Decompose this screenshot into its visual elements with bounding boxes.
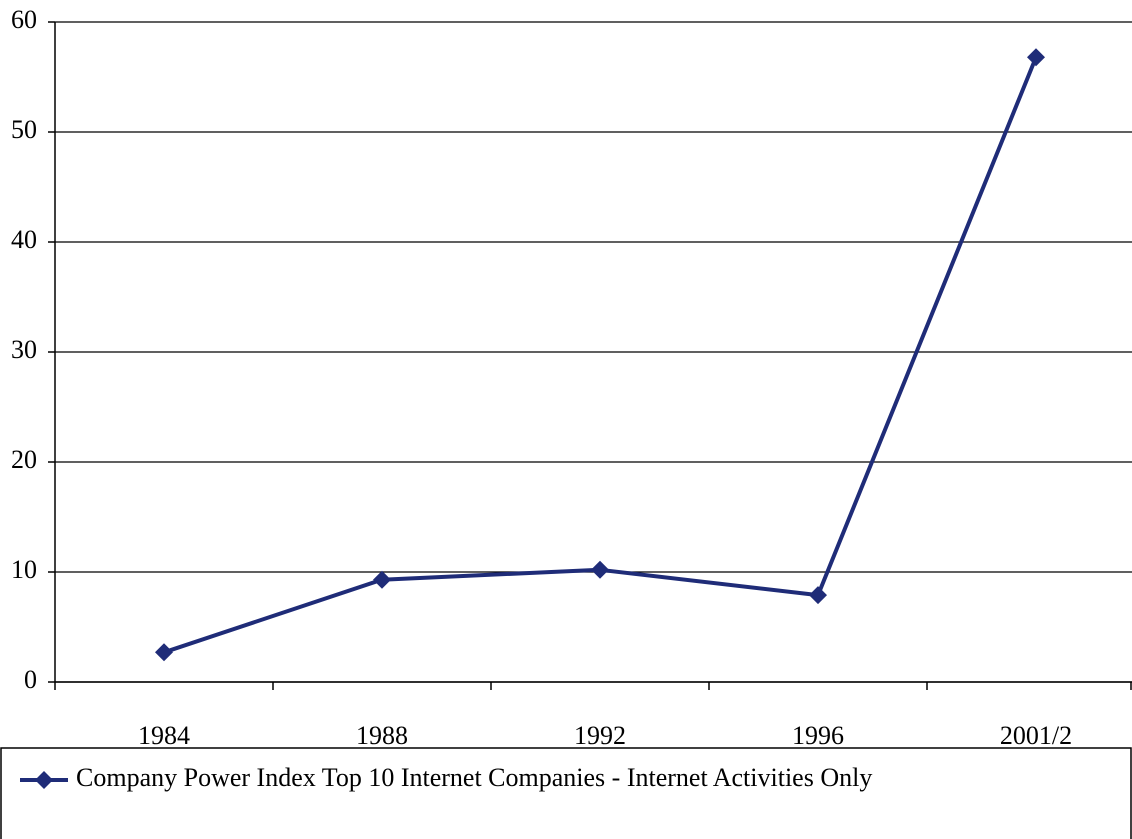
x-tick-label: 1988 <box>356 721 408 750</box>
legend-label: Company Power Index Top 10 Internet Comp… <box>76 763 872 792</box>
x-tick-label: 2001/2 <box>1000 721 1072 750</box>
y-tick-label: 20 <box>11 445 37 474</box>
legend-box <box>0 747 1132 839</box>
y-tick-label: 30 <box>11 335 37 364</box>
data-point <box>373 570 391 589</box>
data-point <box>809 586 827 605</box>
data-point <box>155 643 173 662</box>
y-tick-label: 40 <box>11 225 37 254</box>
legend-marker <box>35 771 53 789</box>
x-tick-label: 1992 <box>574 721 626 750</box>
y-tick-label: 60 <box>11 5 37 34</box>
y-tick-label: 50 <box>11 115 37 144</box>
data-point <box>1027 48 1045 67</box>
x-tick-label: 1996 <box>792 721 844 750</box>
data-point <box>591 560 609 579</box>
y-tick-label: 0 <box>24 665 37 694</box>
x-tick-label: 1984 <box>138 721 190 750</box>
y-tick-label: 10 <box>11 555 37 584</box>
